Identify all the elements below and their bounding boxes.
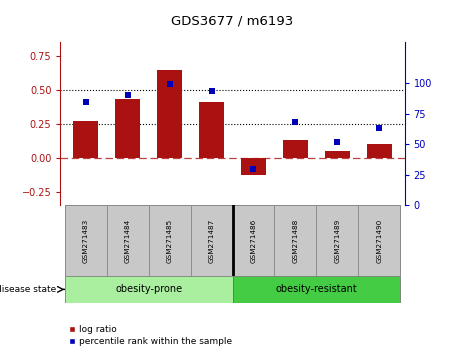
Legend: log ratio, percentile rank within the sample: log ratio, percentile rank within the sa… (65, 321, 236, 349)
Text: GSM271486: GSM271486 (251, 218, 257, 263)
Text: GSM271488: GSM271488 (292, 218, 299, 263)
Point (208, 88, 215, 93)
Bar (199, 102, 224, 158)
Bar (65, 205, 106, 276)
Bar (283, 140, 308, 158)
Bar (65, 276, 232, 303)
Bar (274, 205, 316, 276)
Bar (241, 158, 266, 176)
Text: obesity-resistant: obesity-resistant (276, 284, 357, 295)
Text: GSM271487: GSM271487 (208, 218, 214, 263)
Bar (115, 99, 140, 158)
Text: GSM271483: GSM271483 (83, 218, 89, 263)
Point (250, 166, 257, 171)
Text: GSM271489: GSM271489 (334, 218, 340, 263)
Point (292, 119, 299, 125)
Bar (157, 70, 182, 158)
Bar (106, 205, 149, 276)
Point (376, 126, 383, 131)
Text: GSM271490: GSM271490 (376, 218, 382, 263)
Text: obesity-prone: obesity-prone (115, 284, 182, 295)
Text: disease state: disease state (0, 285, 56, 294)
Text: GDS3677 / m6193: GDS3677 / m6193 (172, 14, 293, 27)
Bar (316, 205, 359, 276)
Point (124, 92, 131, 98)
Text: GSM271485: GSM271485 (166, 218, 173, 263)
Point (82, 99, 89, 104)
Bar (232, 205, 274, 276)
Bar (367, 144, 392, 158)
Text: GSM271484: GSM271484 (125, 218, 131, 263)
Bar (325, 151, 350, 158)
Bar (359, 205, 400, 276)
Point (334, 139, 341, 145)
Bar (149, 205, 191, 276)
Bar (191, 205, 232, 276)
Point (166, 81, 173, 87)
Bar (73, 121, 98, 158)
Bar (232, 276, 400, 303)
